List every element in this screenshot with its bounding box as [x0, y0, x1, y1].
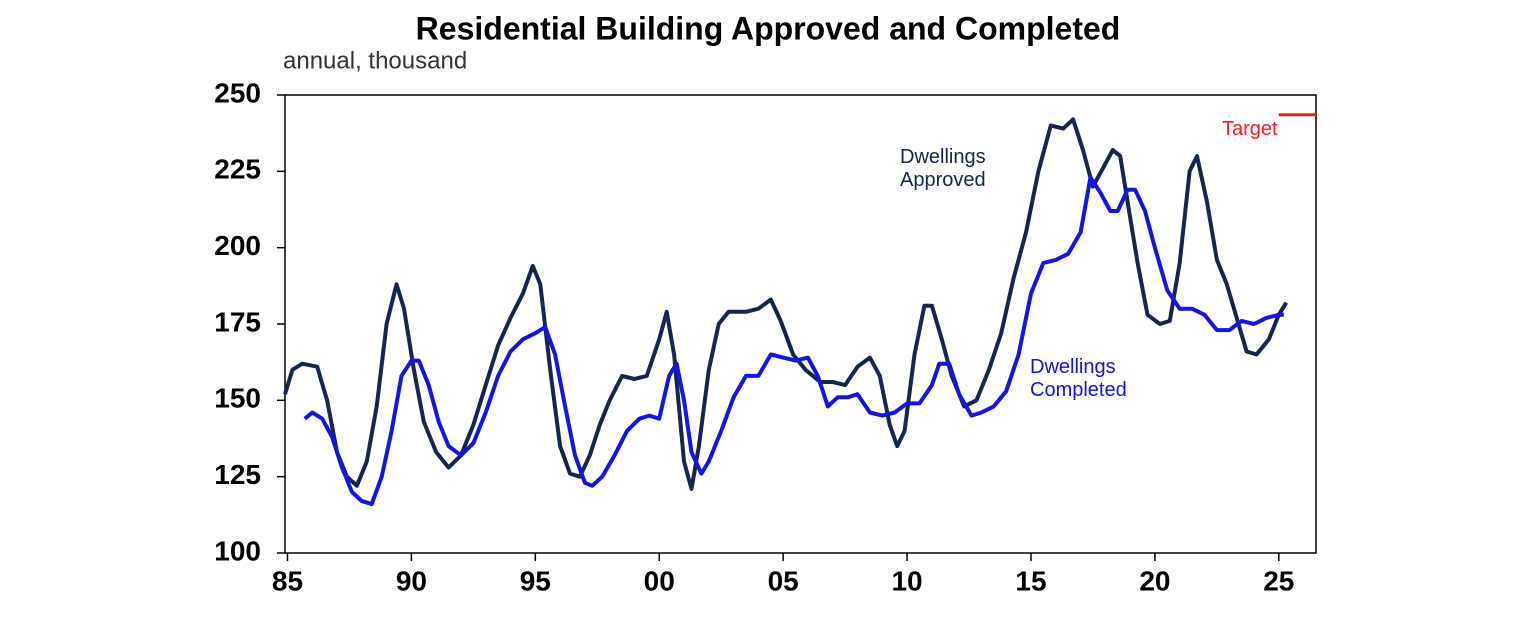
y-tick-label: 200	[214, 230, 261, 261]
series-label: Target	[1222, 118, 1278, 140]
y-tick-label: 125	[214, 459, 261, 490]
x-tick-label: 85	[272, 565, 303, 596]
x-tick-label: 05	[768, 565, 799, 596]
series-label: Dwellings Completed	[1030, 356, 1127, 401]
x-tick-label: 20	[1139, 565, 1170, 596]
chart-title: Residential Building Approved and Comple…	[416, 10, 1121, 46]
series-line	[283, 117, 1289, 491]
x-tick-label: 25	[1263, 565, 1294, 596]
series-line	[303, 175, 1284, 507]
y-tick-label: 250	[214, 77, 261, 108]
x-tick-label: 95	[520, 565, 551, 596]
x-tick-label: 10	[891, 565, 922, 596]
chart-subtitle: annual, thousand	[283, 47, 467, 74]
series-label: Dwellings Approved	[900, 146, 986, 191]
x-tick-label: 90	[396, 565, 427, 596]
x-tick-label: 00	[644, 565, 675, 596]
y-tick-label: 225	[214, 154, 261, 185]
y-tick-label: 150	[214, 383, 261, 414]
y-tick-label: 100	[214, 535, 261, 566]
x-tick-label: 15	[1015, 565, 1046, 596]
y-tick-label: 175	[214, 306, 261, 337]
